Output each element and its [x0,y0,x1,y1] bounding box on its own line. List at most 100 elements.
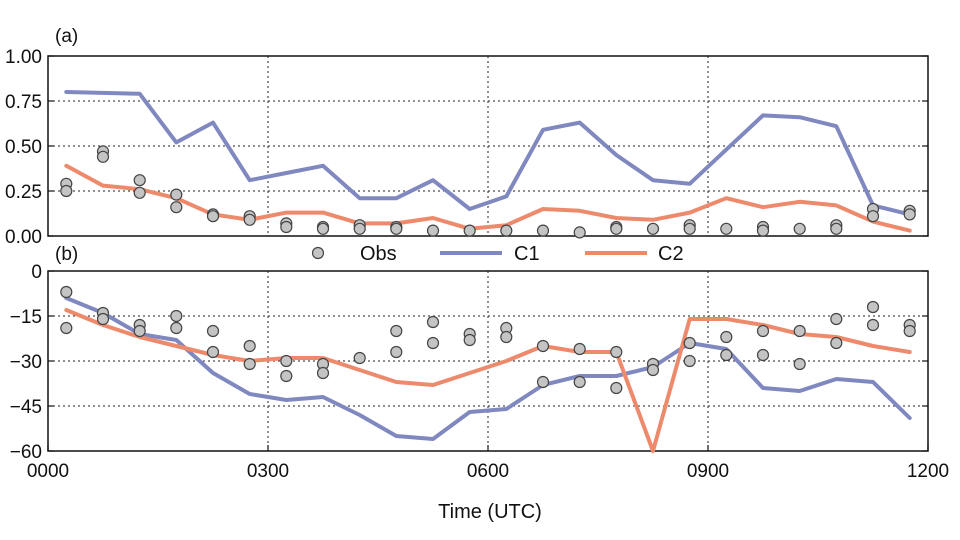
obs-point [280,220,293,234]
panel-b: (b) −60 −45 −30 −15 0 0000 0300 0600 0900 1200 [10,244,949,482]
obs-point [426,336,440,350]
obs-point [683,336,696,350]
obs-point [903,324,916,338]
x-tick-label: 0900 [687,461,729,482]
obs-point [206,210,220,223]
obs-point [720,348,733,362]
obs-point [720,330,733,344]
obs-point [60,184,73,198]
obs-point [206,324,220,338]
obs-point [866,210,880,223]
obs-point [610,381,623,395]
obs-point [243,357,256,371]
obs-point [463,333,476,347]
legend-label-c2: C2 [658,243,684,265]
obs-point [756,224,770,237]
obs-point [353,222,366,235]
obs-point [830,312,843,326]
x-tick-label: 0600 [467,461,509,482]
obs-point [646,222,660,235]
obs-point [133,186,146,199]
obs-point [536,339,550,353]
obs-point [793,324,806,338]
y-tick-label: 0.25 [5,182,42,203]
legend-symbol-obs [311,246,325,260]
obs-point [536,224,550,237]
obs-point [243,213,256,226]
obs-point [170,201,183,214]
y-tick-label: 0.00 [5,227,42,248]
obs-point [60,285,73,299]
obs-point [390,324,403,338]
obs-point [793,357,806,371]
series-line-c1 [64,90,912,217]
y-tick-label: 0.50 [5,137,42,158]
obs-point [243,339,256,353]
x-tick-label: 0300 [247,461,289,482]
obs-point [426,315,440,329]
obs-point [390,345,403,359]
x-tick-label: 1200 [907,461,949,482]
obs-point [170,321,183,335]
y-tick-label: −30 [10,352,42,373]
obs-point [133,324,146,338]
obs-point [756,348,770,362]
obs-point [426,224,440,237]
x-tick-label: 0000 [27,461,69,482]
y-tick-label: 0.75 [5,92,42,113]
obs-point [280,369,293,383]
y-tick-label: −45 [10,397,42,418]
obs-point [500,224,513,237]
obs-point [500,330,513,344]
panel-a-y-ticks: 0.00 0.25 0.50 0.75 1.00 [5,47,928,248]
obs-point [170,309,183,323]
legend: Obs C1 C2 [311,243,684,265]
obs-point [390,222,403,235]
y-tick-label: 0 [31,262,42,283]
obs-point [866,318,880,332]
obs-point [683,354,696,368]
obs-point [316,222,330,235]
panel-a-series [60,90,916,239]
obs-point [610,345,623,359]
obs-point [316,366,330,380]
panel-b-y-ticks: −60 −45 −30 −15 0 [10,262,928,463]
panel-a-label: (a) [55,26,78,47]
panel-b-label: (b) [55,244,78,265]
obs-point [573,375,586,389]
y-tick-label: −60 [10,442,42,463]
obs-point [280,354,293,368]
series-line-c2 [64,163,912,233]
series-line-c1 [64,296,912,441]
obs-point [646,363,660,377]
obs-point [536,375,550,389]
obs-point [903,208,916,221]
y-tick-label: −15 [10,307,42,328]
obs-point [720,222,733,235]
obs-point [353,351,366,365]
obs-point [96,150,110,163]
obs-point [610,222,623,235]
obs-point [830,336,843,350]
series-line-c2 [64,308,912,453]
obs-point [96,312,110,326]
obs-point [866,300,880,314]
panel-b-series [60,285,916,453]
obs-point [133,174,146,187]
obs-point [573,226,586,239]
legend-label-c1: C1 [514,243,540,265]
obs-point [206,345,220,359]
panel-a: (a) 0.00 0.25 0.50 0.75 1.00 [5,26,929,248]
obs-point [463,224,476,237]
y-tick-label: 1.00 [5,47,42,68]
obs-point [573,342,586,356]
obs-point [60,321,73,335]
panel-b-x-ticks: 0000 0300 0600 0900 1200 [27,445,949,482]
obs-point [683,222,696,235]
obs-point [830,222,843,235]
obs-point [756,324,770,338]
legend-label-obs: Obs [360,243,397,265]
obs-point [170,188,183,201]
obs-point [793,222,806,235]
